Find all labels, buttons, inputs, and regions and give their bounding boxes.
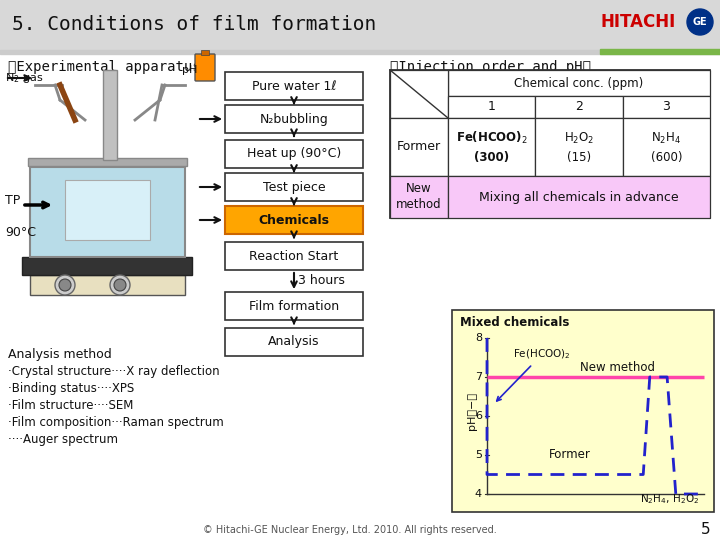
Text: pH: pH [182, 65, 197, 75]
Bar [30, 275, 185, 295]
Text: Pure water 1ℓ: Pure water 1ℓ [252, 79, 336, 92]
Bar [448, 70, 710, 96]
Text: Fe(HCOO)$_2$: Fe(HCOO)$_2$ [497, 348, 571, 401]
Bar [448, 176, 710, 218]
Text: Mixing all chemicals in advance: Mixing all chemicals in advance [480, 191, 679, 204]
Bar [225, 173, 363, 201]
Circle shape [114, 279, 126, 291]
Bar [452, 310, 714, 512]
Circle shape [59, 279, 71, 291]
Bar [600, 49, 720, 54]
Bar [390, 70, 710, 218]
Circle shape [110, 275, 130, 295]
Text: 4: 4 [475, 489, 482, 499]
Text: Reaction Start: Reaction Start [249, 249, 338, 262]
Bar [623, 96, 710, 118]
Text: GE: GE [693, 17, 707, 27]
Text: ·Crystal structure····X ray deflection: ·Crystal structure····X ray deflection [8, 365, 220, 378]
Text: 3: 3 [662, 100, 670, 113]
Bar [448, 118, 536, 176]
Bar [536, 96, 623, 118]
Text: 3 hours: 3 hours [298, 274, 345, 287]
Text: 5: 5 [475, 450, 482, 460]
Text: ·Film structure····SEM: ·Film structure····SEM [8, 399, 133, 412]
Text: Test piece: Test piece [263, 180, 325, 193]
Bar [225, 292, 363, 320]
Text: Former: Former [397, 140, 441, 153]
Text: N₂bubbling: N₂bubbling [260, 112, 328, 125]
Text: Film formation: Film formation [249, 300, 339, 313]
FancyBboxPatch shape [195, 54, 215, 81]
Text: 5. Conditions of film formation: 5. Conditions of film formation [12, 16, 377, 35]
Text: N$_2$H$_4$
(600): N$_2$H$_4$ (600) [651, 131, 682, 164]
Text: 6: 6 [475, 411, 482, 421]
Text: Heat up (90°C): Heat up (90°C) [247, 147, 341, 160]
Text: Fe(HCOO)$_2$
(300): Fe(HCOO)$_2$ (300) [456, 130, 528, 164]
Bar [22, 257, 192, 275]
Text: New
method: New method [396, 183, 442, 212]
Bar [225, 140, 363, 168]
Bar [390, 118, 448, 176]
Text: New method: New method [580, 361, 654, 374]
Bar [0, 0, 720, 50]
Text: 2: 2 [575, 100, 583, 113]
Text: Mixed chemicals: Mixed chemicals [460, 316, 570, 329]
Circle shape [687, 9, 713, 35]
Text: Former: Former [549, 449, 590, 462]
Bar [390, 176, 448, 218]
Text: ····Auger spectrum: ····Auger spectrum [8, 433, 118, 446]
Bar [623, 118, 710, 176]
Bar [225, 242, 363, 270]
Text: 8: 8 [475, 333, 482, 343]
Bar [225, 72, 363, 100]
Text: 7: 7 [475, 372, 482, 382]
Circle shape [55, 275, 75, 295]
Text: Analysis method: Analysis method [8, 348, 112, 361]
Text: © Hitachi-GE Nuclear Energy, Ltd. 2010. All rights reserved.: © Hitachi-GE Nuclear Energy, Ltd. 2010. … [203, 525, 497, 535]
Text: 5: 5 [701, 523, 710, 537]
Bar [103, 70, 117, 160]
Text: ·Film composition···Raman spectrum: ·Film composition···Raman spectrum [8, 416, 224, 429]
Bar [225, 206, 363, 234]
Text: pH（−）: pH（−） [467, 392, 477, 430]
Text: Analysis: Analysis [269, 335, 320, 348]
Text: Chemical conc. (ppm): Chemical conc. (ppm) [514, 77, 644, 90]
Bar [28, 158, 187, 166]
Bar [225, 328, 363, 356]
Bar [536, 118, 623, 176]
Bar [65, 180, 150, 240]
Bar [201, 50, 209, 55]
Bar [390, 70, 448, 118]
Bar [448, 96, 536, 118]
Bar [225, 105, 363, 133]
Text: TP: TP [5, 193, 20, 206]
Text: 【Injection order and pH】: 【Injection order and pH】 [390, 60, 591, 74]
Text: HITACHI: HITACHI [600, 13, 675, 31]
Text: 90°C: 90°C [5, 226, 36, 239]
Text: H$_2$O$_2$
(15): H$_2$O$_2$ (15) [564, 131, 594, 164]
Text: Chemicals: Chemicals [258, 213, 330, 226]
Bar [30, 167, 185, 257]
Text: N$_2$H$_4$, H$_2$O$_2$: N$_2$H$_4$, H$_2$O$_2$ [639, 492, 699, 506]
Bar [0, 50, 720, 54]
Text: N$_2$ gas: N$_2$ gas [5, 71, 43, 85]
Text: ·Binding status····XPS: ·Binding status····XPS [8, 382, 134, 395]
Text: 1: 1 [487, 100, 495, 113]
Text: 【Experimental apparatus】: 【Experimental apparatus】 [8, 60, 209, 74]
